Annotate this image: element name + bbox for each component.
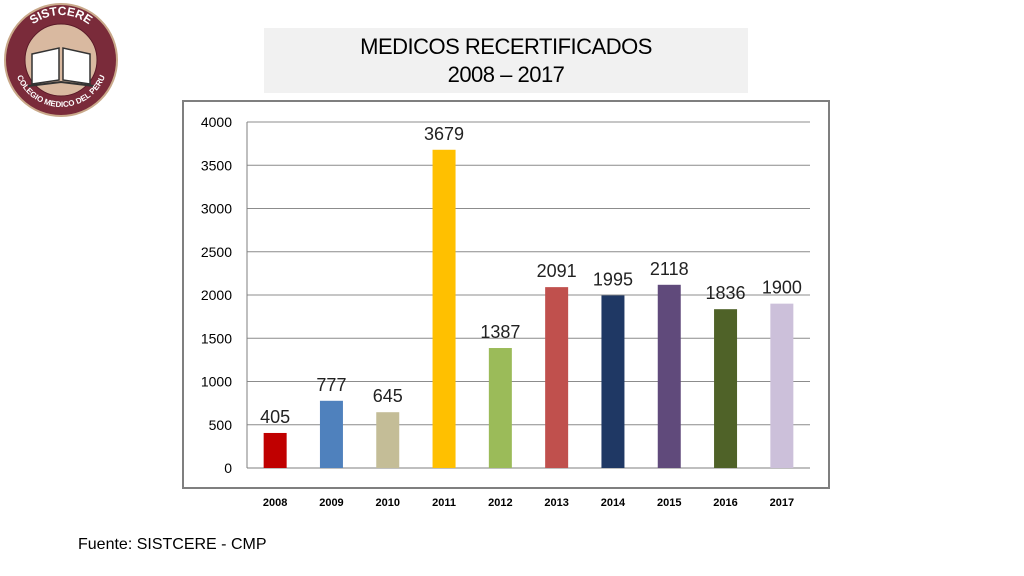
y-tick-label: 4000	[201, 114, 232, 130]
bar-2012	[488, 348, 512, 468]
data-label-2010: 645	[373, 386, 403, 406]
data-label-2015: 2118	[650, 259, 689, 279]
data-label-2012: 1387	[480, 322, 520, 342]
sistcere-logo: SISTCERE COLEGIO MEDICO DEL PERU	[4, 3, 118, 117]
y-tick-label: 2000	[201, 287, 232, 303]
data-label-2013: 2091	[537, 261, 577, 281]
bar-2015	[657, 284, 681, 468]
x-tick-label: 2008	[263, 497, 287, 509]
x-tick-label: 2016	[713, 497, 737, 509]
x-tick-label: 2015	[657, 497, 681, 509]
data-label-2008: 405	[260, 407, 290, 427]
y-tick-label: 3500	[201, 157, 232, 173]
bar-2016	[714, 309, 738, 468]
y-tick-label: 1500	[201, 330, 232, 346]
data-label-2011: 3679	[424, 124, 464, 144]
y-tick-label: 2500	[201, 244, 232, 260]
x-tick-label: 2009	[319, 497, 343, 509]
title-box: MEDICOS RECERTIFICADOS 2008 – 2017	[264, 28, 748, 93]
y-tick-label: 0	[224, 460, 232, 476]
x-tick-label: 2014	[601, 497, 626, 509]
logo-top-text: SISTCERE	[27, 4, 95, 27]
svg-text:SISTCERE: SISTCERE	[27, 4, 95, 27]
bar-2010	[376, 412, 400, 468]
bar-2014	[601, 295, 625, 468]
x-tick-label: 2017	[770, 497, 794, 509]
chart-title: MEDICOS RECERTIFICADOS	[360, 34, 652, 59]
bar-2013	[545, 287, 569, 468]
y-tick-label: 500	[209, 417, 233, 433]
x-tick-label: 2012	[488, 497, 512, 509]
data-label-2016: 1836	[706, 283, 746, 303]
data-label-2009: 777	[316, 375, 346, 395]
x-tick-label: 2013	[544, 497, 568, 509]
x-tick-label: 2011	[432, 497, 456, 509]
data-label-2014: 1995	[593, 269, 633, 289]
x-tick-label: 2010	[376, 497, 400, 509]
bar-2017	[770, 303, 794, 468]
bar-2008	[263, 432, 287, 468]
bar-2011	[432, 149, 456, 469]
y-tick-label: 3000	[201, 201, 232, 217]
source-note: Fuente: SISTCERE - CMP	[78, 536, 267, 553]
data-label-2017: 1900	[762, 278, 802, 298]
chart-subtitle: 2008 – 2017	[447, 62, 565, 87]
bar-2009	[319, 400, 343, 468]
y-tick-label: 1000	[201, 374, 232, 390]
